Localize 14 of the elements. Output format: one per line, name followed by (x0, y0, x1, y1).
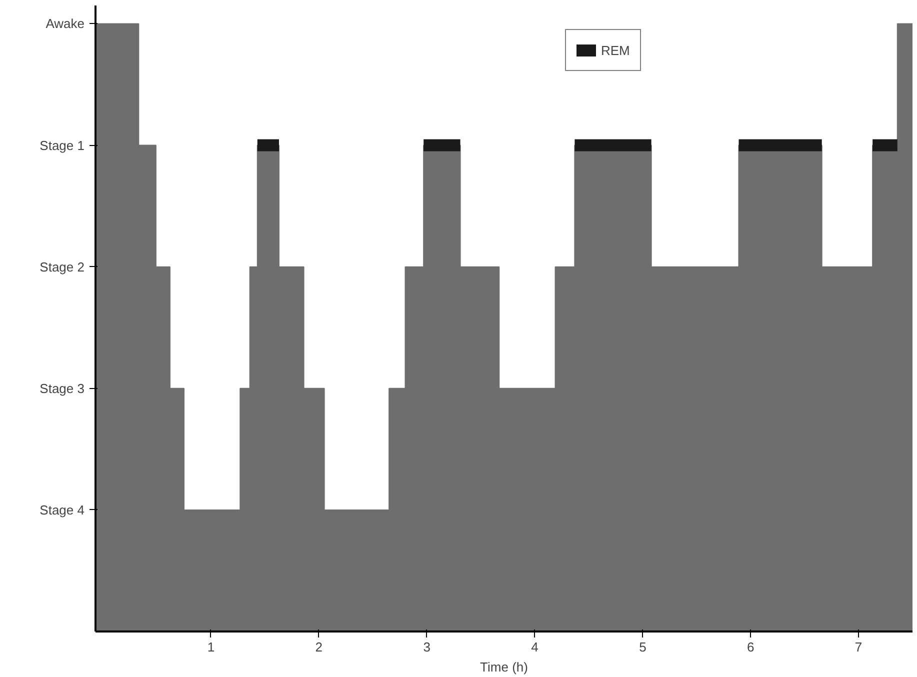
category-label: Stage 1 (40, 138, 85, 153)
category-label: Awake (46, 16, 85, 32)
x-tick-label: 1 (207, 640, 215, 654)
x-tick-label: 5 (639, 640, 646, 654)
x-tick-label: 6 (746, 640, 754, 654)
x-tick-label: 7 (854, 640, 862, 654)
x-tick-label: 2 (315, 640, 323, 654)
category-label: Stage 2 (40, 259, 85, 274)
x-tick-label: 4 (531, 640, 538, 654)
x-axis-title: Time (h) (480, 660, 528, 674)
category-label: Stage 3 (40, 380, 85, 396)
x-tick-label: 3 (423, 640, 430, 654)
legend-label: REM (601, 42, 630, 58)
category-label: Stage 4 (40, 502, 85, 518)
